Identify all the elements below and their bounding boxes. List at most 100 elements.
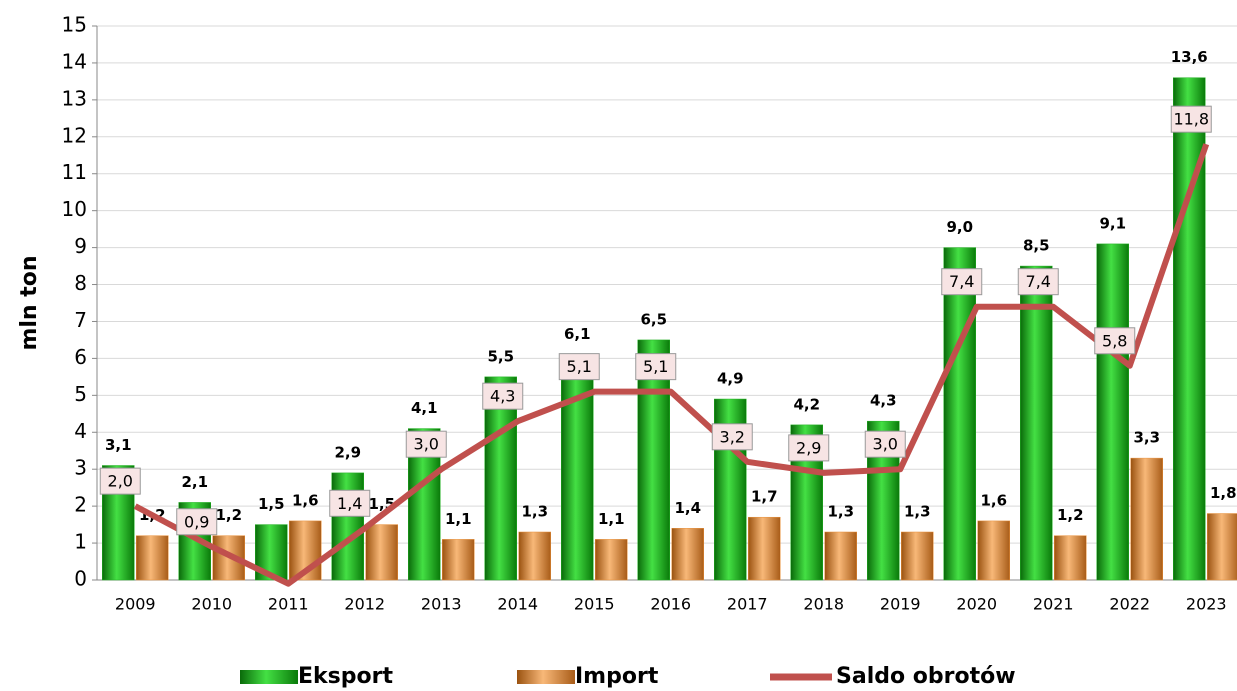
legend-item: Eksport (240, 664, 393, 689)
bar (365, 524, 398, 581)
y-tick-label: 15 (62, 13, 87, 37)
bar (943, 247, 976, 581)
value-label: 1,6 (292, 491, 319, 509)
legend-label: Import (575, 664, 659, 689)
value-label: 1,6 (980, 491, 1007, 509)
value-label: 1,4 (337, 494, 362, 513)
y-tick-label: 13 (62, 86, 87, 110)
legend-item: Import (517, 664, 659, 689)
value-label: 4,1 (411, 399, 438, 417)
bar (136, 535, 169, 581)
value-label-box (941, 268, 983, 296)
value-label: 3,2 (720, 427, 745, 446)
y-tick-label: 7 (74, 308, 87, 332)
bar (484, 376, 517, 581)
value-label: 6,1 (564, 325, 591, 343)
value-label: 3,3 (1133, 429, 1160, 447)
x-tick-label: 2016 (650, 595, 691, 614)
value-label: 2,9 (796, 438, 821, 457)
x-tick-label: 2010 (191, 595, 232, 614)
x-tick-label: 2013 (421, 595, 462, 614)
bar (1096, 243, 1129, 581)
bar (824, 531, 857, 581)
legend-item: Saldo obrotów (770, 664, 1016, 689)
bar (1020, 265, 1053, 581)
value-label: 11,8 (1173, 110, 1209, 129)
value-label: 1,3 (521, 502, 548, 520)
y-tick-label: 10 (62, 197, 87, 221)
value-label: 3,1 (105, 436, 132, 454)
value-label: 3,0 (873, 435, 898, 454)
bar (442, 539, 475, 581)
value-label: 2,0 (108, 472, 133, 491)
value-label: 1,1 (598, 510, 625, 528)
x-tick-label: 2018 (803, 595, 844, 614)
y-tick-label: 9 (74, 234, 87, 258)
value-label: 6,5 (640, 310, 667, 328)
x-tick-label: 2015 (574, 595, 615, 614)
x-tick-label: 2019 (880, 595, 921, 614)
y-tick-label: 14 (62, 49, 87, 73)
value-label: 4,3 (870, 392, 897, 410)
x-tick-label: 2014 (497, 595, 538, 614)
value-label: 0,9 (184, 512, 209, 531)
x-tick-label: 2022 (1109, 595, 1150, 614)
value-label: 5,1 (643, 357, 668, 376)
value-label: 1,3 (904, 502, 931, 520)
y-tick-label: 4 (74, 419, 87, 443)
y-tick-label: 3 (74, 456, 87, 480)
value-label-box (635, 353, 677, 381)
value-label: 5,1 (567, 357, 592, 376)
value-label: 1,7 (751, 488, 778, 506)
value-label: 13,6 (1171, 48, 1208, 66)
value-label-box (329, 489, 371, 517)
y-tick-label: 11 (62, 160, 87, 184)
y-tick-label: 8 (74, 271, 87, 295)
legend-swatch (240, 670, 298, 684)
value-label-box (788, 434, 830, 462)
x-tick-label: 2017 (727, 595, 768, 614)
value-label: 1,5 (258, 495, 285, 513)
bar (518, 531, 551, 581)
bar (255, 524, 288, 581)
value-label-box (482, 382, 524, 410)
value-label-box (176, 508, 218, 536)
y-tick-label: 2 (74, 493, 87, 517)
value-label: 2,9 (334, 443, 361, 461)
legend-label: Saldo obrotów (836, 664, 1016, 689)
value-label-box (711, 423, 753, 451)
x-tick-label: 2020 (956, 595, 997, 614)
x-tick-label: 2009 (115, 595, 156, 614)
bar (595, 539, 628, 581)
x-tick-label: 2023 (1186, 595, 1227, 614)
value-label: 2,1 (181, 473, 208, 491)
value-label: 4,9 (717, 370, 744, 388)
value-label: 4,3 (490, 387, 515, 406)
value-label: 5,5 (487, 347, 514, 365)
bar (901, 531, 934, 581)
bar (671, 528, 704, 581)
value-label-box (1017, 268, 1059, 296)
y-axis-label: mln ton (17, 255, 42, 350)
value-label: 1,2 (1057, 506, 1084, 524)
value-label: 4,2 (793, 395, 820, 413)
value-label: 7,4 (1026, 272, 1051, 291)
legend-label: Eksport (298, 664, 393, 689)
value-label-box (1094, 327, 1136, 355)
value-label: 9,0 (946, 218, 973, 236)
value-label: 9,1 (1099, 214, 1126, 232)
value-label-box (864, 430, 906, 458)
value-label: 8,5 (1023, 237, 1050, 255)
y-tick-label: 1 (74, 530, 87, 554)
value-label: 5,8 (1102, 331, 1127, 350)
line (133, 143, 1210, 587)
value-label: 3,0 (414, 435, 439, 454)
x-tick-label: 2021 (1033, 595, 1074, 614)
value-label: 1,3 (827, 502, 854, 520)
value-label-box (1170, 105, 1212, 133)
x-tick-label: 2012 (344, 595, 385, 614)
bar (977, 520, 1010, 581)
y-tick-label: 6 (74, 345, 87, 369)
value-label: 1,2 (215, 506, 242, 524)
